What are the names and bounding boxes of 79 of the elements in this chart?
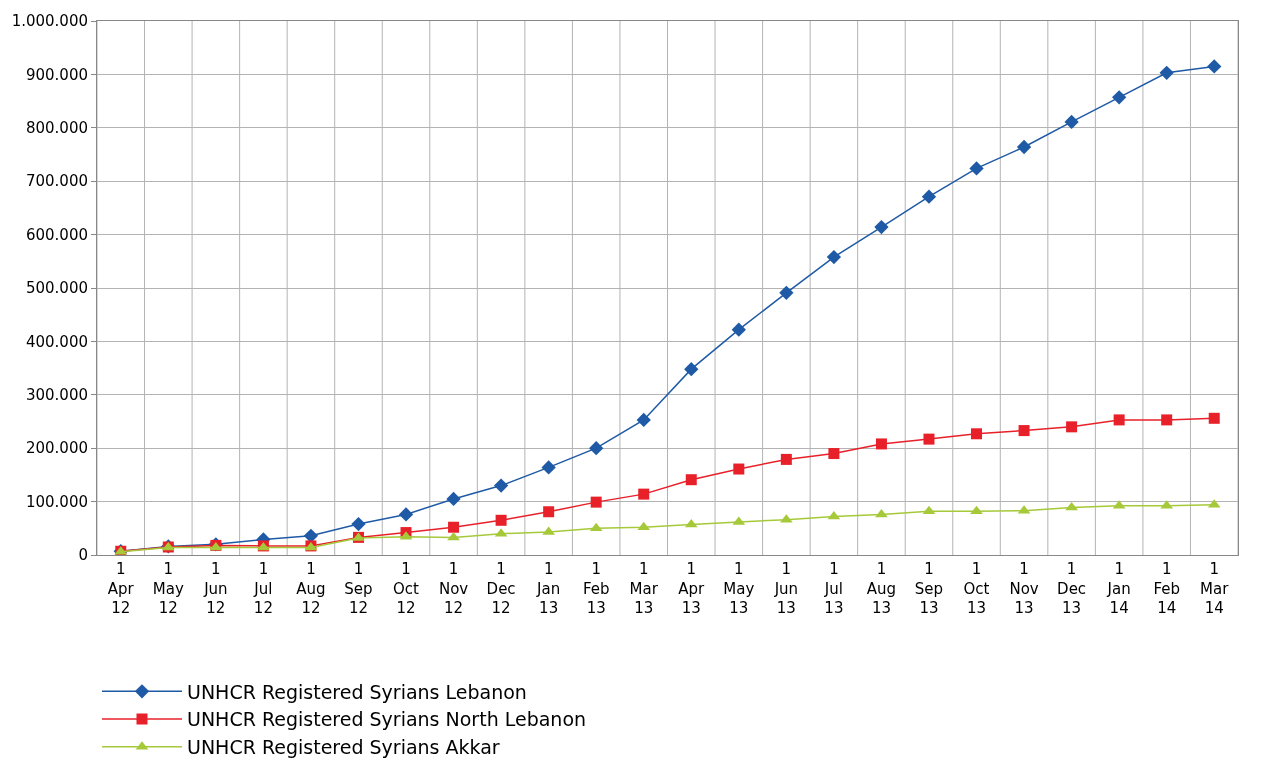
y-tick-label: 0 [78,546,88,565]
x-tick-label: 1 Oct 12 [393,560,420,617]
point [1016,139,1032,155]
x-tick-label: 1 May 12 [152,560,184,617]
x-tick-label: 1 Jul 13 [823,560,844,617]
legend-label: UNHCR Registered Syrians Akkar [187,736,500,759]
point [969,161,984,176]
point [1113,414,1125,426]
point [684,362,699,377]
point [493,478,509,493]
x-tick-label: 1 Sep 12 [344,560,373,617]
x-tick-label: 1 Oct 13 [963,560,990,617]
point [1161,414,1173,426]
y-tick-label: 800.000 [25,119,88,138]
x-tick-label: 1 Mar 14 [1200,560,1230,617]
y-tick-label: 200.000 [25,439,88,458]
point [1066,421,1078,433]
x-tick-label: 1 Jun 13 [773,560,799,617]
point [875,438,887,450]
point [923,433,935,445]
point [780,453,792,465]
point [921,189,937,204]
point [446,491,461,507]
point [589,441,604,456]
x-tick-label: 1 Aug 12 [296,560,326,617]
point [1159,65,1174,80]
point [638,488,650,500]
y-tick-label: 400.000 [25,332,88,351]
point [1018,425,1030,437]
x-tick-label: 1 Apr 13 [678,560,706,617]
y-tick-label: 1.000.000 [11,12,88,31]
x-tick-label: 1 Apr 12 [107,560,135,617]
x-tick-label: 1 Feb 13 [582,560,610,617]
point [590,496,602,508]
x-tick-label: 1 Jan 13 [536,560,561,617]
point [543,506,555,518]
point [495,514,507,526]
point [1208,412,1220,424]
y-tick-label: 900.000 [25,65,88,84]
point [541,460,556,475]
x-tick-label: 1 May 13 [723,560,755,617]
y-tick-label: 500.000 [25,279,88,298]
x-tick-label: 1 Jun 12 [203,560,228,617]
y-tick-label: 700.000 [25,172,88,191]
x-tick-label: 1 Sep 13 [914,560,944,617]
point [448,521,460,533]
point [826,249,842,265]
point [731,322,746,337]
x-tick-label: 1 Dec 12 [486,560,516,617]
point [874,219,889,235]
point [1065,501,1078,511]
point [636,412,651,428]
x-tick-label: 1 Mar 13 [629,560,659,617]
point [779,285,794,300]
point [351,516,366,532]
x-tick-label: 1 Nov 12 [438,560,469,617]
point [733,463,745,475]
point [1064,114,1079,130]
x-tick-label: 1 Aug 13 [866,560,897,617]
x-tick-label: 1 Nov 13 [1009,560,1039,617]
legend-label: UNHCR Registered Syrians North Lebanon [187,708,587,731]
point [828,448,840,460]
legend-label: UNHCR Registered Syrians Lebanon [187,680,527,703]
point [875,508,888,518]
y-tick-label: 300.000 [25,386,88,405]
point [589,522,603,532]
point [1207,59,1222,74]
point [1112,90,1127,105]
point [447,531,460,541]
point [303,528,319,543]
point [971,428,983,440]
point [685,474,697,486]
x-tick-label: 1 Jul 12 [253,560,273,617]
point [398,507,414,522]
y-tick-label: 600.000 [25,225,88,244]
x-tick-label: 1 Feb 14 [1153,560,1180,617]
y-tick-label: 100.000 [25,492,88,511]
x-tick-label: 1 Jan 14 [1106,560,1131,617]
x-tick-label: 1 Dec 13 [1057,560,1087,617]
